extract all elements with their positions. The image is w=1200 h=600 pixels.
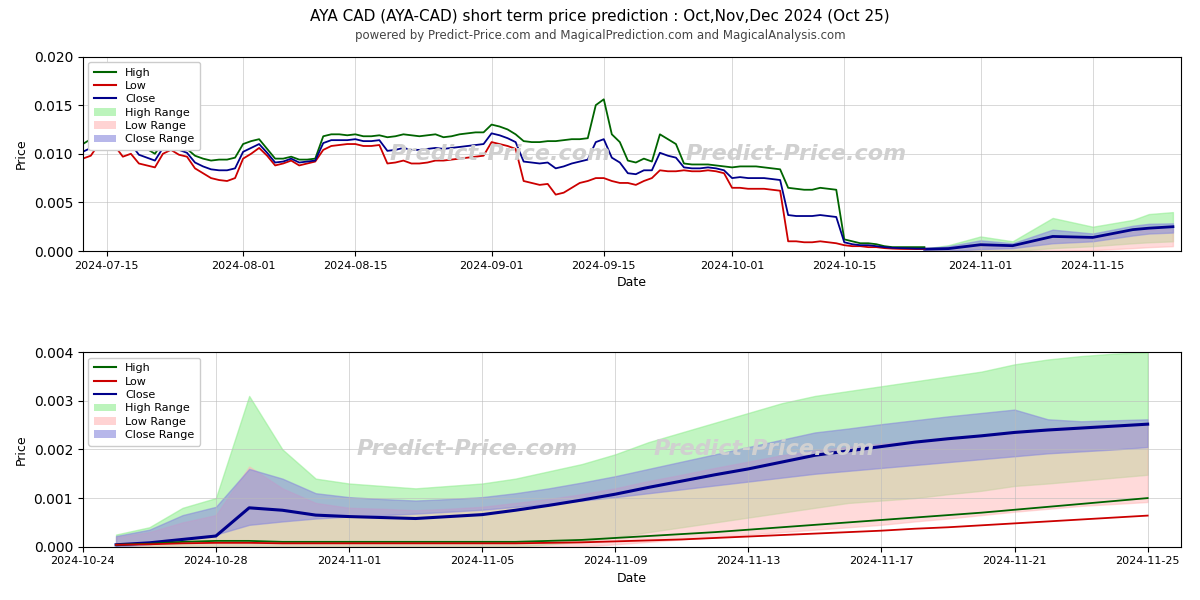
X-axis label: Date: Date	[617, 572, 647, 585]
Text: AYA CAD (AYA-CAD) short term price prediction : Oct,Nov,Dec 2024 (Oct 25): AYA CAD (AYA-CAD) short term price predi…	[310, 9, 890, 24]
Text: Predict-Price.com: Predict-Price.com	[686, 144, 907, 164]
Text: Predict-Price.com: Predict-Price.com	[653, 439, 874, 460]
Legend: High, Low, Close, High Range, Low Range, Close Range: High, Low, Close, High Range, Low Range,…	[89, 62, 200, 150]
Text: Predict-Price.com: Predict-Price.com	[356, 439, 577, 460]
Text: Predict-Price.com: Predict-Price.com	[390, 144, 611, 164]
Text: powered by Predict-Price.com and MagicalPrediction.com and MagicalAnalysis.com: powered by Predict-Price.com and Magical…	[355, 29, 845, 42]
Y-axis label: Price: Price	[14, 434, 28, 465]
Legend: High, Low, Close, High Range, Low Range, Close Range: High, Low, Close, High Range, Low Range,…	[89, 358, 200, 446]
X-axis label: Date: Date	[617, 277, 647, 289]
Y-axis label: Price: Price	[14, 139, 28, 169]
